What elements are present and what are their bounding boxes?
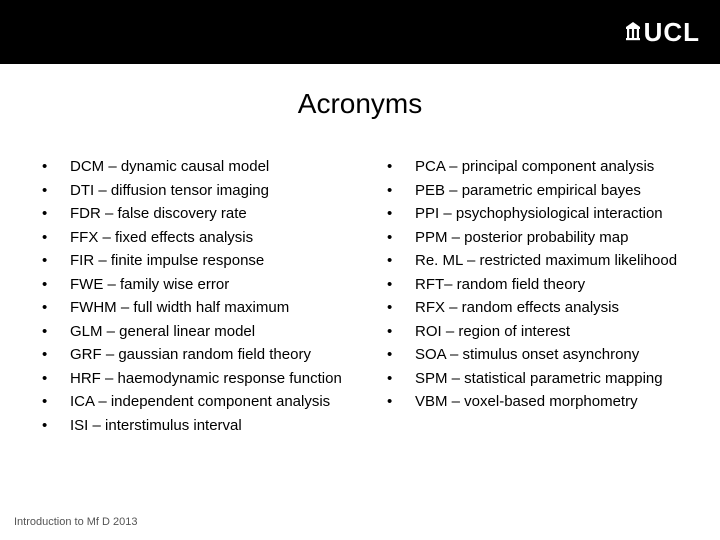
bullet-icon: • xyxy=(40,415,70,438)
list-item: •GLM – general linear model xyxy=(40,321,355,344)
logo-text: UCL xyxy=(644,17,700,48)
list-item-text: DCM – dynamic causal model xyxy=(70,156,355,179)
list-item: •FWHM – full width half maximum xyxy=(40,297,355,320)
bullet-icon: • xyxy=(40,156,70,179)
list-item: •PCA – principal component analysis xyxy=(385,156,700,179)
list-item-text: ISI – interstimulus interval xyxy=(70,415,355,438)
list-item-text: PPM – posterior probability map xyxy=(415,227,700,250)
bullet-icon: • xyxy=(40,297,70,320)
list-item: •HRF – haemodynamic response function xyxy=(40,368,355,391)
bullet-icon: • xyxy=(40,321,70,344)
list-item-text: FWE – family wise error xyxy=(70,274,355,297)
list-item-text: ICA – independent component analysis xyxy=(70,391,355,414)
list-item-text: FIR – finite impulse response xyxy=(70,250,355,273)
list-item: •RFT– random field theory xyxy=(385,274,700,297)
list-item-text: GRF – gaussian random field theory xyxy=(70,344,355,367)
bullet-icon: • xyxy=(385,391,415,414)
list-item: •DTI – diffusion tensor imaging xyxy=(40,180,355,203)
list-item: •ROI – region of interest xyxy=(385,321,700,344)
list-item: •PPI – psychophysiological interaction xyxy=(385,203,700,226)
list-item: •ISI – interstimulus interval xyxy=(40,415,355,438)
list-item-text: RFT– random field theory xyxy=(415,274,700,297)
bullet-icon: • xyxy=(40,368,70,391)
list-item-text: ROI – region of interest xyxy=(415,321,700,344)
list-item: •Re. ML – restricted maximum likelihood xyxy=(385,250,700,273)
list-item: •ICA – independent component analysis xyxy=(40,391,355,414)
list-item-text: DTI – diffusion tensor imaging xyxy=(70,180,355,203)
list-item: •FIR – finite impulse response xyxy=(40,250,355,273)
list-item: •DCM – dynamic causal model xyxy=(40,156,355,179)
portico-icon xyxy=(626,22,640,42)
bullet-icon: • xyxy=(40,180,70,203)
list-item-text: HRF – haemodynamic response function xyxy=(70,368,355,391)
list-item-text: FWHM – full width half maximum xyxy=(70,297,355,320)
list-item: •FFX – fixed effects analysis xyxy=(40,227,355,250)
list-item: •FWE – family wise error xyxy=(40,274,355,297)
list-item: •GRF – gaussian random field theory xyxy=(40,344,355,367)
list-item-text: VBM – voxel-based morphometry xyxy=(415,391,700,414)
logo: UCL xyxy=(626,17,700,48)
bullet-icon: • xyxy=(385,180,415,203)
list-item-text: FFX – fixed effects analysis xyxy=(70,227,355,250)
content-columns: •DCM – dynamic causal model•DTI – diffus… xyxy=(0,156,720,438)
list-item-text: Re. ML – restricted maximum likelihood xyxy=(415,250,700,273)
bullet-icon: • xyxy=(385,203,415,226)
bullet-icon: • xyxy=(40,274,70,297)
bullet-icon: • xyxy=(385,368,415,391)
bullet-icon: • xyxy=(385,321,415,344)
list-item: •PPM – posterior probability map xyxy=(385,227,700,250)
bullet-icon: • xyxy=(385,227,415,250)
list-item-text: PCA – principal component analysis xyxy=(415,156,700,179)
left-column: •DCM – dynamic causal model•DTI – diffus… xyxy=(40,156,355,438)
bullet-icon: • xyxy=(40,344,70,367)
header-bar: UCL xyxy=(0,0,720,64)
right-column: •PCA – principal component analysis•PEB … xyxy=(385,156,700,438)
list-item-text: SPM – statistical parametric mapping xyxy=(415,368,700,391)
list-item: •FDR – false discovery rate xyxy=(40,203,355,226)
bullet-icon: • xyxy=(40,203,70,226)
list-item: •SPM – statistical parametric mapping xyxy=(385,368,700,391)
list-item-text: SOA – stimulus onset asynchrony xyxy=(415,344,700,367)
list-item-text: PPI – psychophysiological interaction xyxy=(415,203,700,226)
bullet-icon: • xyxy=(40,391,70,414)
page-title: Acronyms xyxy=(0,88,720,120)
footer-text: Introduction to Mf D 2013 xyxy=(14,516,138,528)
list-item: •VBM – voxel-based morphometry xyxy=(385,391,700,414)
bullet-icon: • xyxy=(385,297,415,320)
bullet-icon: • xyxy=(385,250,415,273)
list-item: •PEB – parametric empirical bayes xyxy=(385,180,700,203)
bullet-icon: • xyxy=(385,344,415,367)
list-item: •RFX – random effects analysis xyxy=(385,297,700,320)
list-item-text: GLM – general linear model xyxy=(70,321,355,344)
bullet-icon: • xyxy=(385,156,415,179)
list-item-text: FDR – false discovery rate xyxy=(70,203,355,226)
list-item-text: PEB – parametric empirical bayes xyxy=(415,180,700,203)
bullet-icon: • xyxy=(40,227,70,250)
bullet-icon: • xyxy=(385,274,415,297)
bullet-icon: • xyxy=(40,250,70,273)
list-item-text: RFX – random effects analysis xyxy=(415,297,700,320)
list-item: •SOA – stimulus onset asynchrony xyxy=(385,344,700,367)
